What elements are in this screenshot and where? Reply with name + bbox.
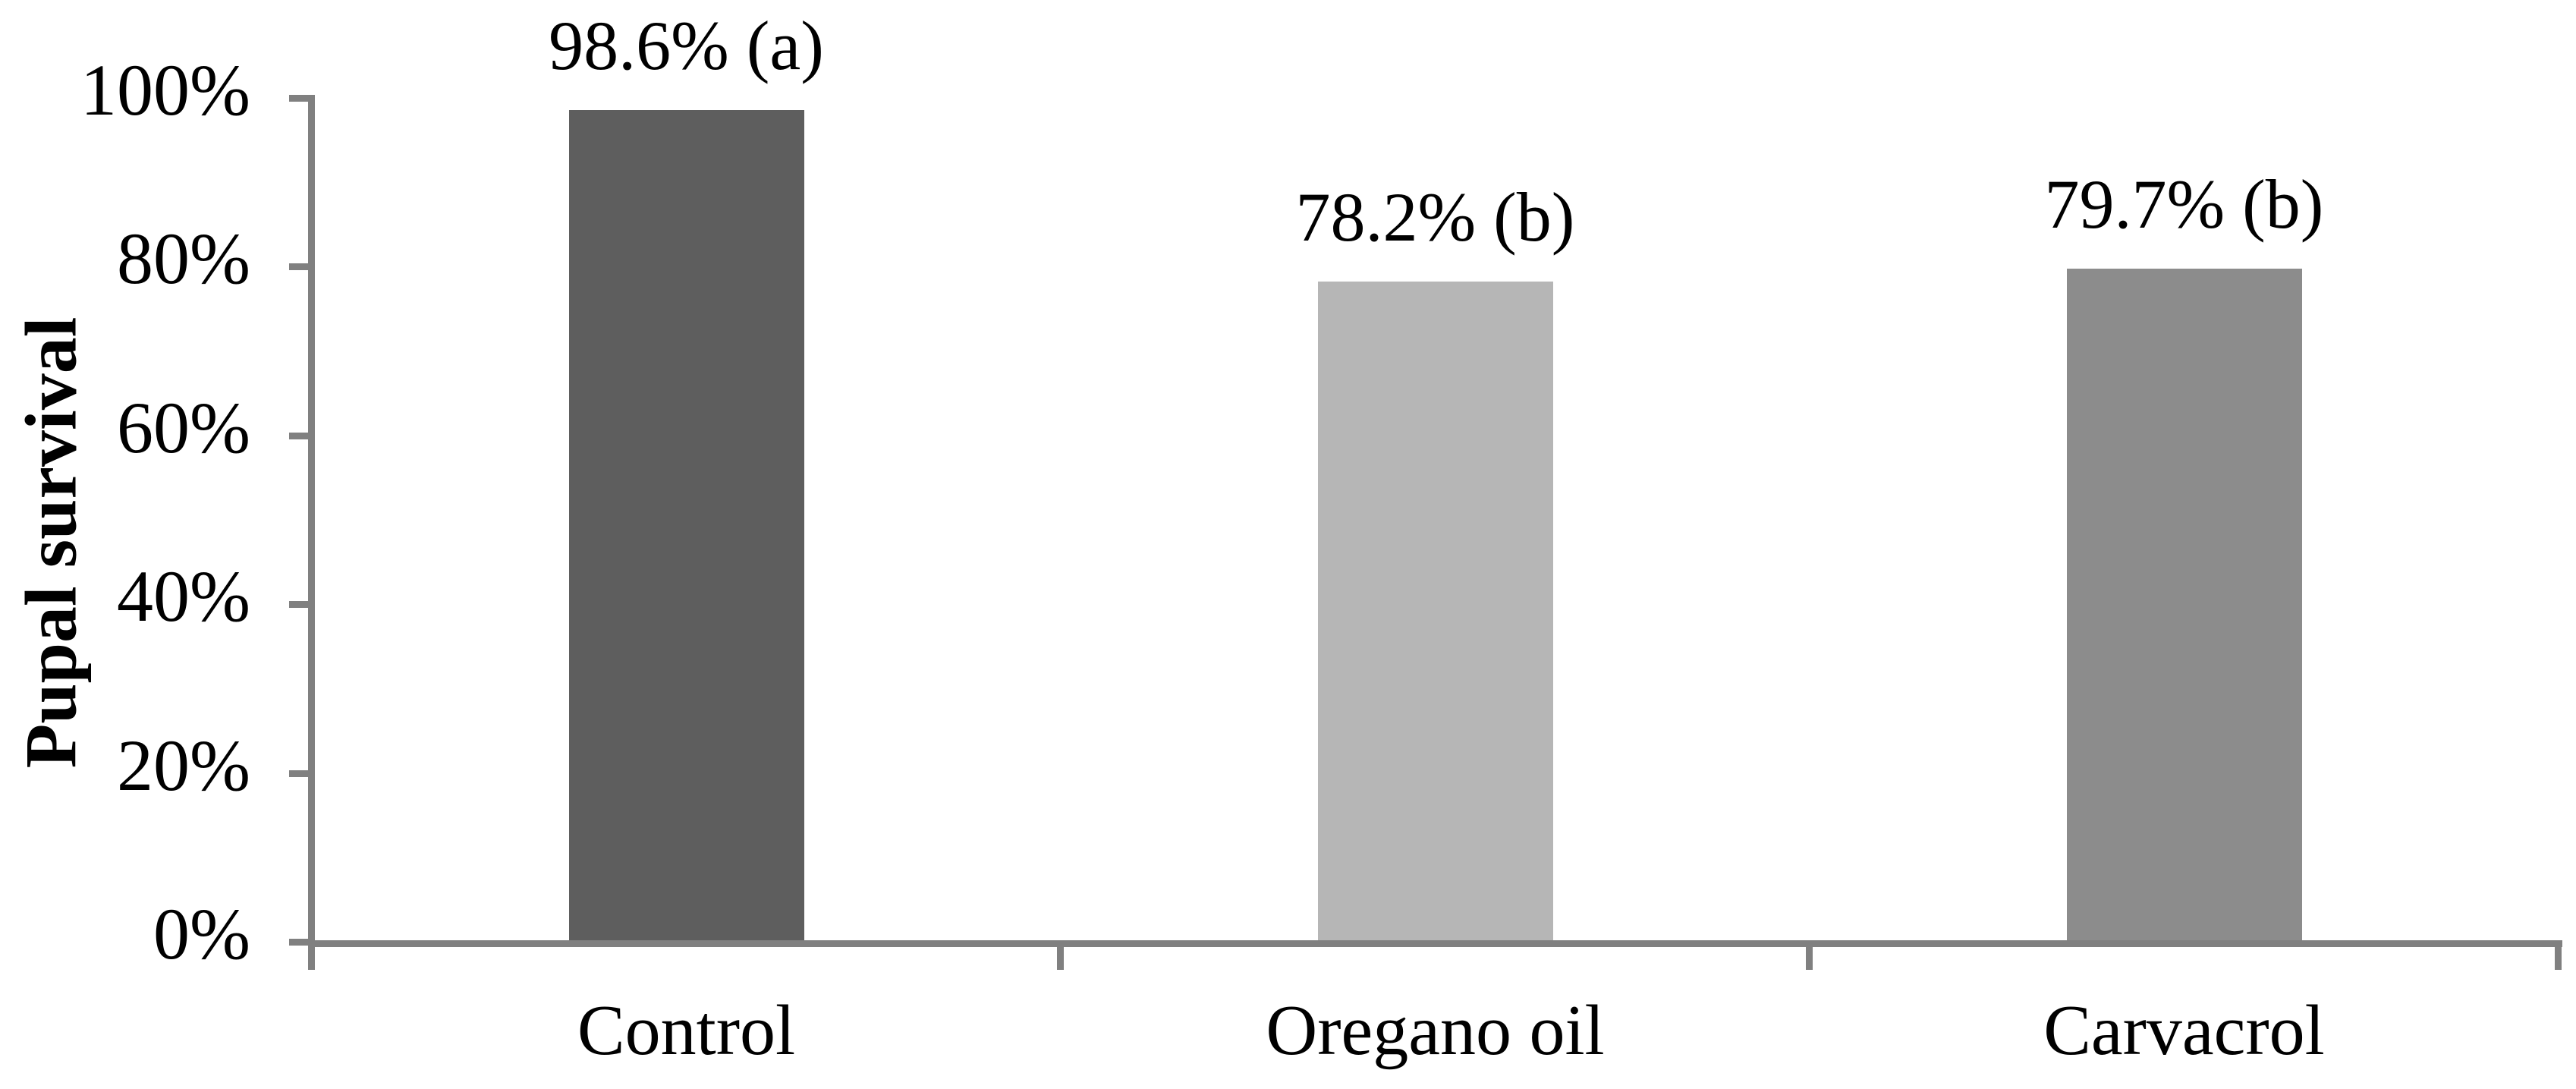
category-label-carvacrol: Carvacrol [2043, 991, 2325, 1070]
bar-group-oregano-oil: 78.2% (b) Oregano oil [1061, 0, 1810, 1089]
y-tick-label-40: 40% [117, 556, 250, 637]
x-tick-mark-3 [1806, 943, 1813, 970]
y-tick-mark-40 [289, 601, 312, 608]
bar-control [568, 110, 804, 946]
x-axis-line [308, 940, 2562, 947]
bar-value-label-control: 98.6% (a) [549, 7, 824, 84]
category-label-control: Control [577, 991, 796, 1070]
y-axis-title: Pupal survival [10, 316, 92, 769]
y-tick-label-100: 100% [80, 49, 250, 131]
y-tick-mark-80 [289, 263, 312, 270]
x-tick-mark-2 [1057, 943, 1064, 970]
category-label-oregano-oil: Oregano oil [1266, 991, 1605, 1070]
bar-oregano-oil [1317, 282, 1553, 946]
y-axis-line [308, 95, 315, 946]
bar-value-label-carvacrol: 79.7% (b) [2044, 165, 2324, 243]
bar-carvacrol [2066, 269, 2302, 946]
y-tick-mark-20 [289, 770, 312, 777]
y-tick-mark-100 [289, 95, 312, 102]
y-tick-label-20: 20% [117, 725, 250, 806]
y-tick-label-0: 0% [153, 893, 250, 974]
y-tick-mark-0 [289, 939, 312, 946]
bar-group-carvacrol: 79.7% (b) Carvacrol [1810, 0, 2559, 1089]
bar-group-control: 98.6% (a) Control [312, 0, 1061, 1089]
y-tick-label-60: 60% [117, 387, 250, 468]
bar-value-label-oregano-oil: 78.2% (b) [1295, 178, 1575, 256]
y-tick-mark-60 [289, 433, 312, 439]
y-tick-label-80: 80% [117, 218, 250, 299]
x-tick-mark-1 [308, 943, 315, 970]
x-tick-mark-4 [2555, 943, 2562, 970]
